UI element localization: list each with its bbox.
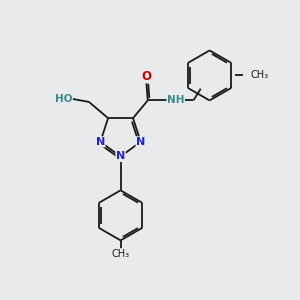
Text: CH₃: CH₃ (251, 70, 269, 80)
Text: HO: HO (55, 94, 72, 104)
Text: N: N (96, 137, 105, 147)
Text: N: N (116, 152, 125, 161)
Text: N: N (136, 137, 145, 147)
Text: CH₃: CH₃ (112, 249, 130, 259)
Text: O: O (141, 70, 151, 83)
Text: NH: NH (167, 95, 184, 106)
